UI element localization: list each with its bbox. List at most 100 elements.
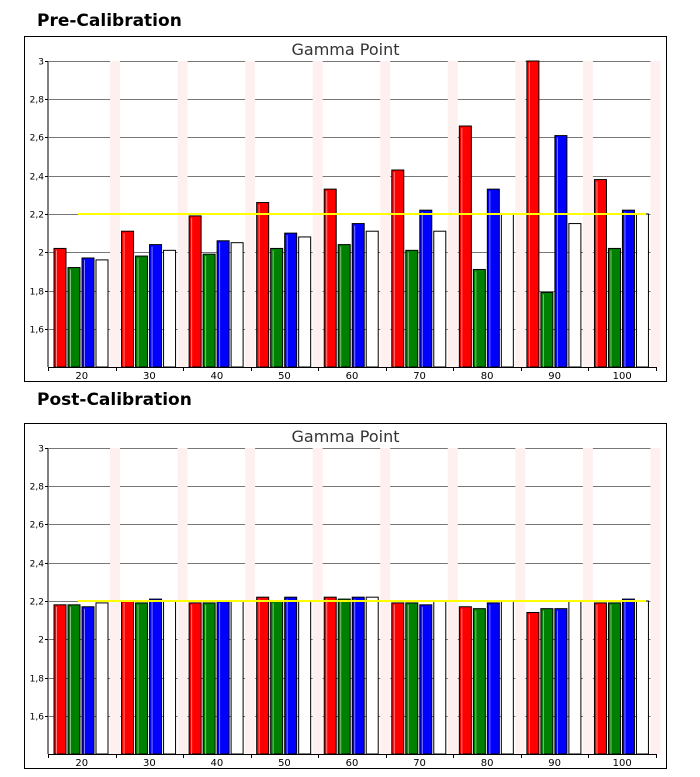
x-tick-label: 40 — [211, 371, 224, 382]
group-shade — [650, 448, 661, 754]
y-tick-label: 2,8 — [30, 483, 45, 493]
bar-blue — [81, 606, 95, 755]
x-tick-label: 80 — [481, 758, 494, 769]
x-tick-label: 100 — [613, 758, 632, 769]
bar-white — [365, 596, 379, 755]
bar-blue — [216, 240, 230, 368]
bar-white — [433, 600, 447, 755]
x-tick-label: 60 — [346, 758, 359, 769]
bar-green — [202, 602, 216, 755]
bar-white — [568, 223, 582, 368]
bar-white — [500, 213, 514, 368]
bar-green — [67, 604, 81, 755]
y-tick-label: 1,6 — [30, 326, 45, 336]
section-title-pre-calibration: Pre-Calibration — [37, 11, 182, 31]
bar-white — [95, 259, 109, 368]
x-tick-label: 30 — [143, 758, 156, 769]
bar-white — [568, 600, 582, 755]
x-tick-label: 90 — [548, 758, 561, 769]
bar-red — [188, 602, 202, 755]
bar-red — [391, 169, 405, 368]
bar-blue — [351, 223, 365, 368]
bar-white — [298, 600, 312, 755]
bar-green — [135, 602, 149, 755]
bar-white — [635, 600, 649, 755]
x-tick-label: 90 — [548, 371, 561, 382]
bar-white — [635, 213, 649, 368]
bar-white — [230, 600, 244, 755]
y-tick-label: 2,4 — [30, 173, 45, 183]
bar-blue — [216, 600, 230, 755]
y-tick-label: 2,8 — [30, 96, 45, 106]
bar-blue — [149, 244, 163, 368]
bar-white — [365, 230, 379, 368]
bar-green — [202, 253, 216, 368]
bar-blue — [621, 598, 635, 755]
y-tick-label: 2,2 — [30, 598, 44, 608]
bar-green — [135, 255, 149, 368]
bar-red — [323, 596, 337, 755]
bar-blue — [486, 188, 500, 368]
x-tick-label: 70 — [413, 758, 426, 769]
bar-blue — [621, 209, 635, 368]
bar-blue — [554, 135, 568, 368]
bar-white — [298, 236, 312, 368]
bar-red — [458, 606, 472, 755]
bar-red — [121, 230, 135, 368]
y-tick-label: 2,4 — [30, 560, 45, 570]
y-tick-label: 2,6 — [30, 521, 45, 531]
bar-blue — [284, 596, 298, 755]
y-tick-label: 2,2 — [30, 211, 44, 221]
bar-red — [256, 596, 270, 755]
bar-green — [337, 598, 351, 755]
chart-pre-calibration: Gamma Point 1,6 1,8 2 2,2 2,4 2,6 2,8 3 20 30 40 50 6… — [24, 36, 667, 382]
bar-green — [270, 600, 284, 755]
bar-red — [526, 611, 540, 755]
bar-red — [458, 125, 472, 368]
chart-post-calibration: Gamma Point 1,6 1,8 2 2,2 2,4 2,6 2,8 3 20 30 40 50 6… — [24, 423, 667, 769]
bar-red — [188, 215, 202, 368]
x-tick-label: 50 — [278, 371, 291, 382]
y-tick-label: 2,6 — [30, 134, 45, 144]
bar-blue — [486, 602, 500, 755]
bar-green — [607, 247, 621, 368]
bar-white — [230, 242, 244, 368]
bar-blue — [419, 209, 433, 368]
x-tick-label: 30 — [143, 371, 156, 382]
bar-green — [67, 267, 81, 368]
bar-white — [163, 600, 177, 755]
bar-red — [53, 604, 67, 755]
bar-green — [607, 602, 621, 755]
y-tick-label: 1,6 — [30, 713, 45, 723]
bar-green — [337, 244, 351, 368]
x-tick-label: 60 — [346, 371, 359, 382]
chart-title: Gamma Point — [292, 40, 400, 59]
bar-green — [405, 602, 419, 755]
bar-blue — [284, 232, 298, 368]
chart-title: Gamma Point — [292, 427, 400, 446]
bar-red — [53, 247, 67, 368]
bar-red — [391, 602, 405, 755]
bar-blue — [81, 257, 95, 368]
x-tick-label: 40 — [211, 758, 224, 769]
y-tick-label: 2 — [38, 249, 44, 259]
bar-red — [256, 202, 270, 368]
bar-blue — [351, 596, 365, 755]
y-tick-label: 3 — [38, 445, 44, 455]
bar-green — [472, 268, 486, 368]
bar-blue — [554, 608, 568, 755]
bar-red — [121, 600, 135, 755]
group-shade — [650, 61, 661, 367]
x-tick-label: 70 — [413, 371, 426, 382]
x-tick-label: 20 — [75, 758, 88, 769]
bar-blue — [419, 604, 433, 755]
x-tick-label: 80 — [481, 371, 494, 382]
bar-green — [405, 249, 419, 368]
bar-white — [163, 249, 177, 368]
y-tick-label: 3 — [38, 58, 44, 68]
bar-red — [593, 179, 607, 368]
bar-green — [270, 247, 284, 368]
section-title-post-calibration: Post-Calibration — [37, 390, 192, 410]
bar-red — [593, 602, 607, 755]
bar-blue — [149, 598, 163, 755]
